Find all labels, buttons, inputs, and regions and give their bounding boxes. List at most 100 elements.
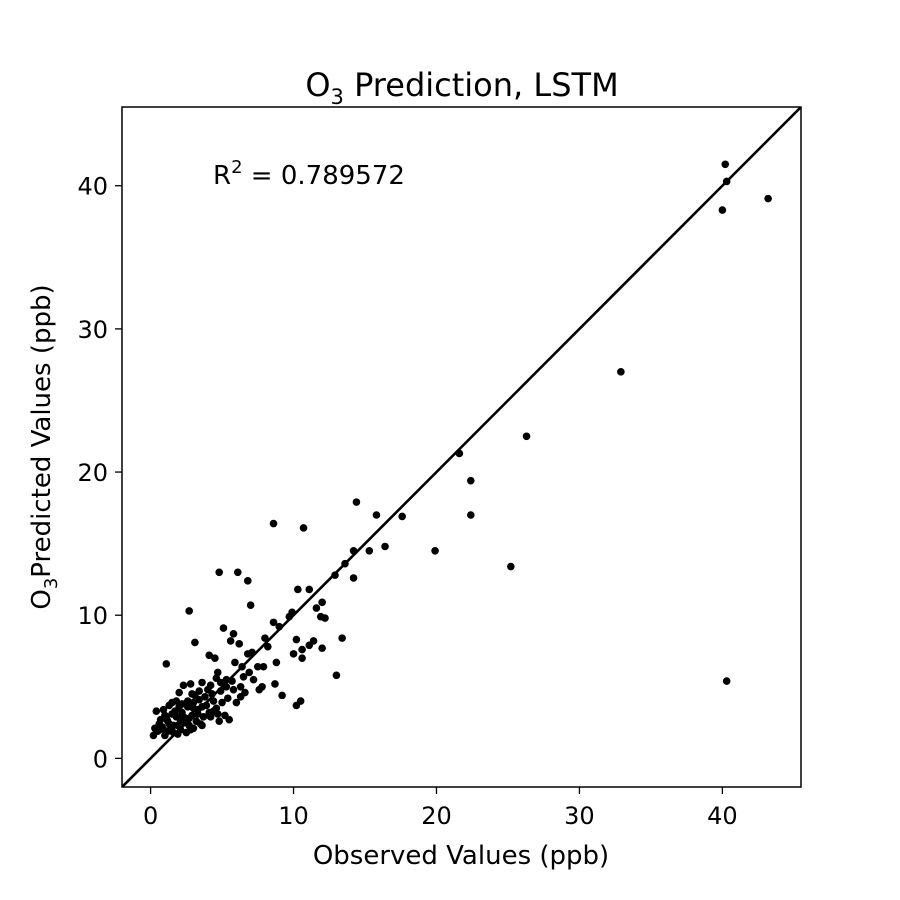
data-point	[162, 660, 171, 668]
data-point	[172, 697, 181, 705]
data-point	[349, 574, 358, 582]
data-point	[294, 585, 302, 594]
data-point	[168, 710, 176, 718]
x-tick-label: 40	[707, 802, 738, 830]
title-rest: Prediction, LSTM	[344, 66, 619, 104]
data-point	[292, 635, 301, 644]
data-point	[269, 618, 278, 627]
data-point	[259, 662, 268, 671]
x-tick-label: 0	[143, 802, 158, 830]
data-point	[213, 668, 222, 677]
x-tick-label: 20	[421, 802, 452, 830]
data-point	[245, 668, 254, 677]
data-point	[236, 693, 245, 701]
data-point	[289, 650, 298, 658]
data-point	[398, 512, 406, 521]
data-point	[381, 542, 389, 551]
data-point	[341, 559, 349, 568]
data-point	[275, 622, 284, 631]
data-point	[159, 725, 168, 734]
data-point	[292, 701, 301, 710]
data-point	[249, 675, 258, 684]
data-point	[185, 714, 193, 723]
data-point	[261, 634, 269, 642]
data-point	[198, 678, 206, 687]
data-point	[189, 698, 198, 707]
data-point	[221, 711, 229, 720]
data-point	[431, 546, 439, 555]
data-point	[215, 568, 224, 577]
annotation-superscript: 2	[231, 157, 242, 178]
x-tick-label: 30	[564, 802, 595, 830]
y-tick-label: 20	[77, 459, 108, 487]
title-prefix: O	[305, 66, 330, 104]
data-point	[455, 449, 464, 458]
ylabel-prefix: O	[27, 589, 57, 609]
data-point	[271, 680, 279, 688]
y-axis-label: O3Predicted Values (ppb)	[27, 284, 62, 609]
data-point	[352, 498, 361, 506]
data-point	[233, 568, 242, 577]
data-point	[372, 511, 381, 519]
data-point	[165, 701, 173, 710]
data-point	[195, 687, 203, 695]
plot-area	[121, 106, 802, 788]
data-point	[209, 707, 218, 715]
data-point	[198, 721, 206, 730]
data-point	[722, 677, 731, 685]
data-point	[161, 711, 169, 720]
reference-line	[122, 107, 801, 787]
r-squared-annotation: R2 = 0.789572	[213, 157, 405, 191]
data-point	[718, 206, 727, 214]
data-point	[305, 641, 314, 650]
data-point	[216, 678, 225, 687]
data-point	[236, 682, 245, 691]
data-point	[222, 675, 231, 684]
data-point	[255, 685, 264, 694]
data-point	[152, 707, 161, 715]
data-point	[219, 624, 228, 632]
data-point	[332, 671, 341, 680]
reference-line-group	[122, 107, 801, 787]
data-point	[507, 562, 515, 571]
data-point	[151, 724, 159, 733]
data-point	[617, 368, 625, 376]
data-point	[522, 432, 531, 441]
data-point	[186, 725, 195, 734]
data-point	[216, 687, 225, 695]
title-subscript: 3	[331, 85, 344, 109]
data-point	[318, 598, 326, 607]
data-point	[188, 690, 196, 698]
ylabel-subscript: 3	[41, 578, 62, 589]
data-point	[721, 160, 730, 169]
data-point	[226, 637, 235, 645]
chart-title: O3 Prediction, LSTM	[305, 66, 618, 109]
data-point	[722, 177, 731, 186]
data-point	[176, 717, 185, 725]
x-axis: 0 10 20 30 40	[143, 787, 738, 830]
ylabel-rest: Predicted Values (ppb)	[27, 284, 57, 577]
data-point	[169, 721, 178, 730]
data-point	[175, 688, 183, 697]
data-point	[178, 700, 186, 708]
data-points	[149, 160, 772, 740]
data-point	[312, 604, 321, 612]
data-point	[229, 630, 238, 638]
data-point	[298, 645, 306, 654]
data-point	[264, 642, 272, 651]
data-point	[231, 658, 239, 667]
data-point	[764, 194, 772, 203]
y-tick-label: 30	[77, 316, 108, 344]
data-point	[232, 698, 241, 707]
data-point	[222, 682, 231, 691]
annotation-rest: = 0.789572	[243, 161, 405, 191]
data-point	[466, 511, 475, 519]
data-point	[159, 705, 168, 714]
data-point	[199, 713, 208, 721]
data-point	[183, 703, 192, 711]
data-point	[298, 654, 306, 662]
data-point	[246, 601, 255, 609]
data-point	[206, 713, 215, 721]
data-point	[238, 662, 246, 671]
